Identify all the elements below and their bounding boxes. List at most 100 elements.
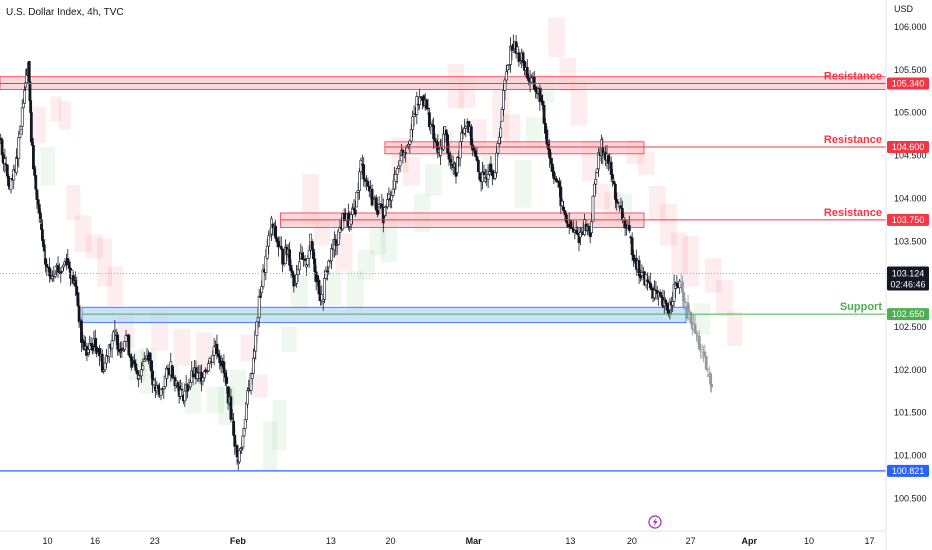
candle-up	[241, 435, 245, 448]
candle-up	[330, 248, 333, 262]
candle-down	[80, 320, 83, 343]
cloud-bull-segment	[358, 249, 375, 280]
candle-down	[558, 181, 561, 188]
candle-down	[697, 336, 701, 350]
cloud-bear-segment	[302, 174, 319, 225]
candle-down	[565, 214, 568, 223]
candle-down	[549, 157, 553, 165]
candle-down	[613, 183, 617, 200]
candle-down	[362, 164, 366, 180]
candle-down	[612, 180, 616, 185]
candle-down	[432, 125, 436, 140]
candle-up	[506, 65, 510, 71]
candle-up	[462, 128, 466, 134]
candle-down	[545, 129, 549, 145]
price-axis[interactable]: 106.000 105.500 105.000 104.500 104.000 103.5…	[894, 22, 927, 503]
candle-down	[310, 240, 314, 250]
time-tick-label: 13	[326, 536, 336, 546]
cloud-bear-segment	[107, 266, 124, 306]
candle-down	[681, 281, 684, 293]
cloud-bear-segment	[50, 96, 62, 122]
candle-down	[135, 370, 139, 375]
price-tick-label: 102.500	[894, 322, 927, 332]
candle-up	[298, 261, 301, 271]
current-price-badge-bg	[887, 266, 929, 291]
candle-up	[504, 71, 508, 81]
resistance-zone[interactable]	[384, 141, 645, 155]
candle-up	[162, 386, 166, 390]
time-tick-label: 17	[865, 536, 875, 546]
cloud-bull-segment	[272, 399, 287, 451]
cloud-bull-segment	[324, 271, 342, 306]
candle-up	[706, 368, 710, 371]
candle-down	[316, 275, 319, 281]
support-zone[interactable]	[81, 306, 687, 324]
level-lines: Resistance Resistance Resistance Support	[0, 71, 886, 472]
cloud-bear-segment	[58, 101, 72, 130]
candle-down	[289, 265, 293, 272]
candle-up	[458, 141, 462, 159]
candle-down	[444, 129, 448, 136]
currency-label: USD	[894, 4, 914, 14]
candle-up	[295, 274, 299, 284]
candle-up	[415, 96, 419, 115]
candle-up	[3, 158, 7, 164]
cloud-bear-segment	[251, 374, 268, 398]
events-marker[interactable]	[648, 515, 662, 529]
resistance-label: Resistance	[824, 71, 882, 83]
candle-up	[260, 286, 264, 293]
cloud-bear-segment	[402, 157, 420, 186]
countdown-badge: 02:46:46	[890, 279, 925, 289]
cloud-bear-segment	[85, 234, 103, 259]
time-axis[interactable]: 10 16 23 Feb 13 20 Mar 13 20 27 Apr 10 17	[43, 536, 875, 546]
candle-down	[91, 345, 94, 351]
candle-up	[110, 340, 114, 349]
candle-up	[590, 221, 593, 233]
low-price-badge-bg	[887, 464, 929, 477]
candle-up	[212, 346, 216, 356]
price-tick-label: 101.500	[894, 408, 927, 418]
candle-up	[141, 365, 145, 371]
cloud-bear-segment	[30, 106, 46, 143]
candle-down	[352, 207, 356, 211]
time-tick-label: Feb	[230, 536, 247, 546]
candle-down	[426, 107, 430, 110]
candle-up	[560, 200, 564, 207]
candle-up	[207, 363, 210, 372]
candle-up	[394, 173, 398, 182]
candle-up	[201, 377, 205, 382]
candle-down	[664, 299, 668, 304]
candle-down	[474, 150, 477, 157]
candle-down	[303, 258, 307, 261]
cloud-bear-segment	[648, 186, 666, 220]
candle-down	[56, 265, 60, 273]
candle-down	[476, 160, 480, 172]
time-tick-label: 20	[627, 536, 637, 546]
cloud-bear-segment	[503, 114, 521, 143]
candle-down	[45, 264, 49, 268]
candle-down	[116, 334, 120, 350]
price-tick-label: 106.000	[894, 22, 927, 32]
candle-up	[123, 341, 127, 350]
candle-down	[89, 343, 93, 347]
candle-down	[710, 384, 713, 388]
candle-down	[630, 237, 634, 256]
candle-up	[390, 195, 394, 201]
price-tick-label: 105.500	[894, 65, 927, 75]
cloud-bull-segment	[693, 303, 711, 335]
candle-down	[34, 175, 38, 190]
candle-up	[102, 369, 106, 372]
candle-up	[488, 171, 491, 175]
candle-down	[433, 138, 437, 142]
candle-down	[149, 360, 153, 372]
candle-up	[398, 160, 402, 167]
cloud-bull-segment	[184, 384, 202, 414]
candle-up	[327, 260, 331, 268]
candle-up	[700, 346, 704, 350]
price-tick-label: 104.000	[894, 193, 927, 203]
candle-up	[296, 269, 300, 276]
candle-up	[23, 90, 26, 104]
candle-up	[119, 351, 122, 353]
candle-down	[376, 209, 380, 215]
